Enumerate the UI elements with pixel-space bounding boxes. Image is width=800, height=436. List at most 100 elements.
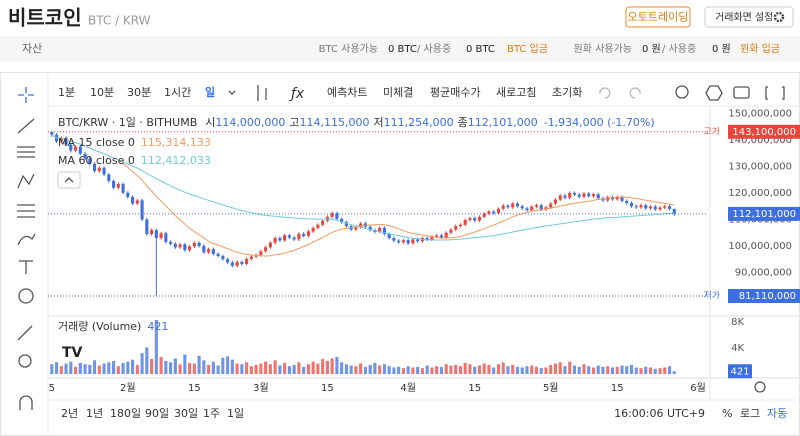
- volume-bar: [525, 366, 529, 374]
- volume-bar: [230, 359, 234, 374]
- redo[interactable]: [629, 87, 641, 99]
- volume-bar: [74, 366, 78, 374]
- brush-tool[interactable]: [17, 233, 36, 246]
- screenshot-icon[interactable]: [733, 86, 750, 99]
- moving-average: [51, 134, 675, 241]
- range[interactable]: 1주: [203, 407, 220, 420]
- interval-active[interactable]: 일: [205, 85, 215, 99]
- ma-name: MA 60 close 0: [58, 154, 135, 167]
- range[interactable]: 1일: [227, 406, 244, 420]
- tool-button[interactable]: 새로고침: [496, 86, 536, 99]
- tool-button[interactable]: 예측차트: [327, 86, 367, 99]
- volume-bar: [644, 366, 648, 374]
- candle-body: [74, 146, 78, 151]
- candle-body: [454, 226, 458, 230]
- price-line-label: 고가: [703, 126, 720, 137]
- ma-value: 115,314,133: [141, 136, 211, 149]
- range[interactable]: 180일: [110, 406, 141, 420]
- volume-bar: [378, 365, 382, 374]
- volume-bar: [454, 364, 458, 374]
- tool-button[interactable]: 초기화: [552, 86, 582, 99]
- interval[interactable]: 30분: [127, 86, 151, 99]
- volume-bar: [577, 366, 581, 374]
- projection-tool[interactable]: [17, 204, 35, 218]
- volume-legend: 거래량 (Volume) 421: [58, 320, 168, 333]
- settings-label[interactable]: 거래화면 설정: [715, 12, 773, 24]
- y-tick-label: 100,000,000: [728, 241, 792, 252]
- option[interactable]: 자동: [767, 407, 787, 420]
- volume-bar: [287, 366, 291, 374]
- volume-bar: [306, 364, 310, 374]
- magnet-tool[interactable]: [19, 395, 33, 410]
- range[interactable]: 30일: [174, 406, 198, 420]
- collapse-icon[interactable]: [64, 177, 74, 183]
- range[interactable]: 2년: [61, 407, 78, 420]
- interval[interactable]: 1시간: [164, 86, 191, 99]
- volume-bar: [107, 362, 111, 374]
- option[interactable]: 로그: [740, 407, 760, 420]
- volume-bar: [354, 366, 358, 374]
- candle-body: [164, 233, 168, 242]
- volume-bar: [629, 364, 634, 374]
- option[interactable]: %: [722, 407, 732, 420]
- volume-bar: [544, 367, 548, 374]
- search-icon[interactable]: [675, 85, 689, 99]
- undo[interactable]: [599, 87, 611, 99]
- candle-body: [406, 240, 410, 244]
- auto-trade-label[interactable]: 오토트레이딩: [628, 11, 689, 24]
- krw-deposit[interactable]: 원화 입금: [740, 42, 780, 55]
- tool-button[interactable]: 평균매수가: [430, 86, 481, 99]
- interval[interactable]: 1분: [58, 86, 75, 99]
- range[interactable]: 1년: [86, 407, 103, 420]
- x-tick-label: 5월: [543, 382, 559, 394]
- settings-button[interactable]: [704, 6, 794, 28]
- interval-dropdown[interactable]: [228, 90, 236, 95]
- zoom-tool[interactable]: [18, 354, 32, 368]
- indicator-icon[interactable]: ƒx: [288, 86, 305, 102]
- btc-deposit[interactable]: BTC 입금: [507, 42, 548, 55]
- volume-bar: [606, 366, 610, 374]
- volume-bar: [430, 367, 434, 374]
- settings-icon[interactable]: [705, 85, 723, 101]
- candle-body: [107, 174, 111, 182]
- candle-body: [112, 181, 116, 188]
- trend-line-tool[interactable]: [17, 118, 35, 134]
- tool-button[interactable]: 미체결: [383, 86, 413, 99]
- candle-body: [511, 203, 515, 208]
- volume-bar: [615, 366, 619, 374]
- volume-bar: [145, 347, 149, 374]
- volume-bar: [520, 367, 524, 374]
- fullscreen-icon[interactable]: [765, 86, 785, 100]
- volume-bar: [69, 361, 73, 374]
- volume-bar: [197, 355, 201, 374]
- range[interactable]: 90일: [145, 406, 169, 420]
- pattern-tool[interactable]: [17, 173, 35, 189]
- volume-bar: [382, 364, 386, 374]
- volume-bar: [264, 361, 268, 374]
- collapse-button[interactable]: [57, 171, 81, 189]
- emoji-tool[interactable]: [18, 288, 34, 304]
- volume-bar: [634, 367, 638, 374]
- volume-bar: [121, 362, 125, 374]
- volume-bar: [601, 366, 605, 374]
- interval[interactable]: 10분: [90, 86, 114, 99]
- chart-type-icon[interactable]: [257, 85, 267, 101]
- auto-trade-button[interactable]: [625, 6, 691, 28]
- candle-body: [197, 242, 201, 246]
- candle-body: [658, 207, 662, 210]
- candle-body: [183, 244, 187, 251]
- x-tick-label: 3월: [253, 382, 269, 394]
- ruler-tool[interactable]: [17, 325, 33, 341]
- volume-bar: [572, 365, 577, 374]
- candle-body: [549, 203, 553, 208]
- text-tool[interactable]: [19, 260, 33, 274]
- crosshair-tool[interactable]: [18, 87, 34, 103]
- ma-legend: MA 15 close 0 115,314,133: [58, 136, 211, 149]
- volume-bar: [50, 364, 54, 374]
- axis-settings[interactable]: [754, 381, 766, 393]
- page-title: 비트코인: [8, 6, 82, 30]
- fib-tool[interactable]: [17, 146, 35, 158]
- toolbar: 1분 10분 30분 1시간 일 ƒx 예측차트 미체결 평균매수가 새로고침 …: [58, 85, 785, 102]
- volume-box: [728, 364, 752, 379]
- candle-body: [644, 205, 648, 209]
